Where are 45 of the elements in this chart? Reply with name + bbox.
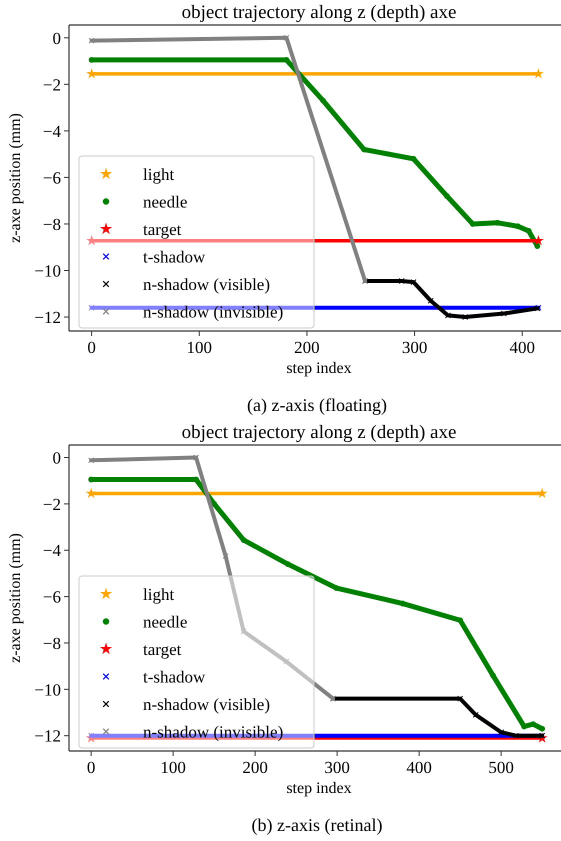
- legend-label: n-shadow (visible): [143, 695, 270, 714]
- text: (b) z-axis (retinal): [252, 815, 382, 835]
- legend-label: t-shadow: [143, 668, 206, 686]
- x-tick-label: 400: [406, 758, 432, 777]
- y-tick-label: −12: [34, 308, 61, 328]
- legend-label: light: [143, 585, 174, 604]
- y-tick-label: −4: [42, 541, 62, 560]
- chart-title: object trajectory along z (depth) axe: [182, 422, 456, 443]
- y-axis-title: z-axe position (mm): [7, 113, 24, 243]
- y-tick-label: 0: [52, 28, 61, 48]
- x-tick-label: 300: [324, 758, 350, 777]
- x-tick-label: 200: [242, 758, 268, 777]
- y-tick-label: −6: [42, 168, 61, 188]
- y-axis-title: z-axe position (mm): [7, 533, 24, 663]
- y-tick-label: −10: [34, 680, 61, 700]
- y-tick-label: −2: [42, 494, 61, 514]
- legend-label: needle: [143, 192, 188, 212]
- legend-label: target: [143, 220, 182, 239]
- legend-label: light: [143, 165, 174, 184]
- y-tick-label: −10: [34, 262, 61, 280]
- y-tick-label: −12: [34, 726, 61, 746]
- x-axis-title: step index: [286, 360, 352, 377]
- legend-label: t-shadow: [143, 248, 206, 266]
- y-tick-label: −8: [42, 634, 61, 653]
- legend-label: n-shadow (invisible): [143, 722, 284, 742]
- y-tick-label: −2: [42, 75, 61, 94]
- x-tick-label: 0: [87, 338, 96, 357]
- x-axis-title: step index: [286, 780, 352, 797]
- x-tick-label: 500: [488, 758, 514, 777]
- x-tick-label: 100: [186, 338, 212, 357]
- y-tick-label: −8: [42, 214, 61, 234]
- text: (a) z-axis (floating): [247, 395, 387, 415]
- y-tick-label: −4: [42, 122, 62, 141]
- chart-title: object trajectory along z (depth) axe: [182, 2, 456, 23]
- legend-label: n-shadow (invisible): [143, 302, 284, 322]
- x-tick-label: 300: [402, 338, 428, 357]
- y-tick-label: −6: [42, 588, 61, 607]
- x-tick-label: 0: [86, 758, 96, 777]
- x-tick-label: 400: [509, 338, 535, 357]
- legend-label: target: [143, 640, 182, 659]
- x-tick-label: 200: [294, 338, 320, 357]
- legend-label: needle: [143, 612, 188, 632]
- legend-label: n-shadow (visible): [143, 275, 270, 294]
- x-tick-label: 100: [160, 758, 186, 777]
- y-tick-label: 0: [52, 448, 61, 468]
